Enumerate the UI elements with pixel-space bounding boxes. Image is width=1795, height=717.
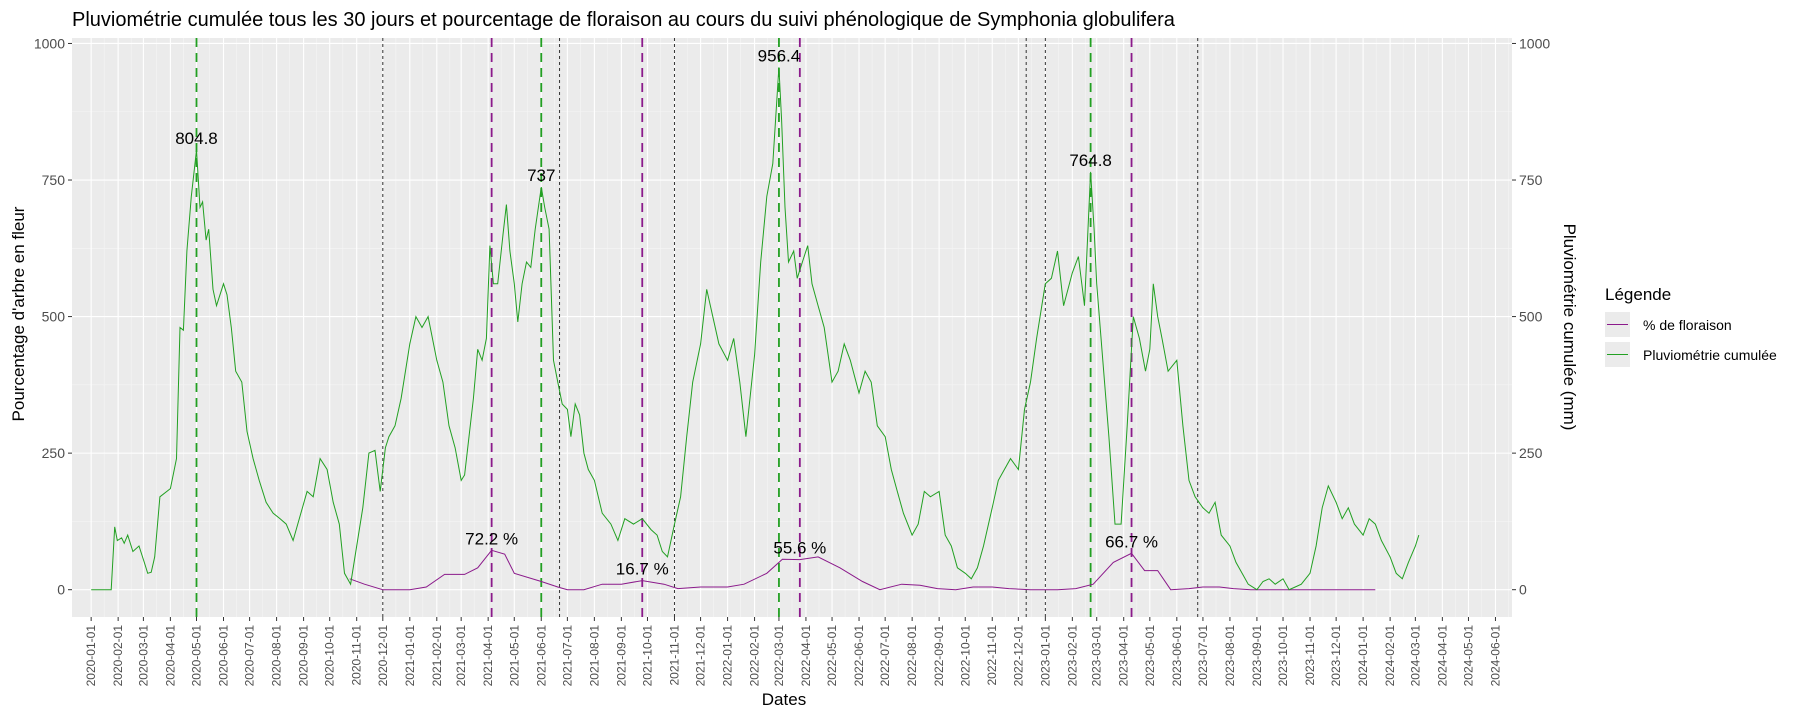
annotations: 804.8 737 956.4 764.8 72.2 % 16.7 % 55.6 % 66.7… bbox=[175, 46, 1158, 578]
y-tick-label-left: 0 bbox=[57, 582, 65, 598]
y-tick-label-right: 250 bbox=[1519, 445, 1543, 461]
y-axis-left: 0 250 500 750 1000 bbox=[34, 35, 72, 598]
x-tick-label: 2020-03-01 bbox=[136, 625, 150, 687]
x-tick-label: 2024-04-01 bbox=[1435, 625, 1449, 687]
x-tick-label: 2024-06-01 bbox=[1489, 625, 1503, 687]
x-tick-label: 2022-09-01 bbox=[932, 625, 946, 687]
y-tick-label-left: 250 bbox=[42, 445, 66, 461]
annotation-label: 804.8 bbox=[175, 129, 218, 148]
x-tick-label: 2023-08-01 bbox=[1223, 625, 1237, 687]
y-tick-label-left: 1000 bbox=[34, 35, 65, 51]
x-axis-title: Dates bbox=[762, 690, 806, 709]
y-axis-left-title: Pourcentage d'arbre en fleur bbox=[9, 206, 28, 421]
annotation-label: 72.2 % bbox=[465, 529, 518, 548]
x-tick-label: 2021-06-01 bbox=[534, 625, 548, 687]
annotation-label: 956.4 bbox=[758, 46, 801, 65]
x-tick-label: 2020-07-01 bbox=[243, 625, 257, 687]
legend-label-floraison: % de floraison bbox=[1643, 317, 1732, 333]
x-tick-label: 2021-05-01 bbox=[507, 625, 521, 687]
annotation-label: 764.8 bbox=[1069, 151, 1112, 170]
x-tick-label: 2023-03-01 bbox=[1090, 625, 1104, 687]
x-tick-label: 2024-02-01 bbox=[1383, 625, 1397, 687]
annotation-label: 55.6 % bbox=[773, 538, 826, 557]
legend-title: Légende bbox=[1605, 285, 1671, 304]
x-tick-label: 2023-11-01 bbox=[1303, 625, 1317, 686]
x-tick-label: 2022-08-01 bbox=[905, 625, 919, 687]
x-tick-label: 2020-04-01 bbox=[163, 625, 177, 687]
y-tick-label-right: 750 bbox=[1519, 172, 1543, 188]
x-tick-label: 2023-12-01 bbox=[1329, 625, 1343, 687]
x-tick-label: 2022-10-01 bbox=[958, 625, 972, 687]
x-tick-label: 2020-06-01 bbox=[217, 625, 231, 687]
x-tick-label: 2021-02-01 bbox=[430, 625, 444, 687]
x-tick-label: 2022-12-01 bbox=[1011, 625, 1025, 687]
x-tick-label: 2020-11-01 bbox=[350, 625, 364, 686]
annotation-label: 66.7 % bbox=[1105, 532, 1158, 551]
x-tick-label: 2022-11-01 bbox=[985, 625, 999, 686]
x-tick-label: 2022-03-01 bbox=[772, 625, 786, 687]
annotation-label: 16.7 % bbox=[616, 560, 669, 579]
x-tick-label: 2021-07-01 bbox=[560, 625, 574, 687]
x-tick-label: 2020-05-01 bbox=[190, 625, 204, 687]
chart-title: Pluviométrie cumulée tous les 30 jours e… bbox=[72, 9, 1176, 31]
x-tick-label: 2021-12-01 bbox=[694, 625, 708, 687]
annotation-label: 737 bbox=[527, 166, 555, 185]
x-tick-label: 2021-09-01 bbox=[614, 625, 628, 687]
x-tick-label: 2020-12-01 bbox=[376, 625, 390, 687]
x-tick-label: 2021-01-01 bbox=[403, 625, 417, 687]
x-tick-label: 2024-01-01 bbox=[1356, 625, 1370, 687]
x-tick-label: 2023-02-01 bbox=[1065, 625, 1079, 687]
x-tick-label: 2023-01-01 bbox=[1038, 625, 1052, 687]
legend-label-pluviometrie: Pluviométrie cumulée bbox=[1643, 347, 1777, 363]
y-tick-label-left: 500 bbox=[42, 309, 66, 325]
x-tick-label: 2021-10-01 bbox=[641, 625, 655, 687]
legend: Légende % de floraison Pluviométrie cumu… bbox=[1605, 285, 1777, 367]
x-tick-label: 2023-09-01 bbox=[1250, 625, 1264, 687]
x-tick-label: 2024-05-01 bbox=[1462, 625, 1476, 687]
x-tick-label: 2021-11-01 bbox=[668, 625, 682, 686]
series-lines bbox=[91, 67, 1420, 591]
x-tick-label: 2021-03-01 bbox=[454, 625, 468, 687]
x-axis: 2020-01-01 2020-02-01 2020-03-01 2020-04-01… bbox=[84, 617, 1503, 687]
y-axis-right: 0 250 500 750 1000 bbox=[1512, 35, 1550, 598]
x-tick-label: 2022-07-01 bbox=[878, 625, 892, 687]
x-tick-label: 2024-03-01 bbox=[1408, 625, 1422, 687]
series-floraison bbox=[349, 549, 1376, 591]
x-tick-label: 2023-05-01 bbox=[1143, 625, 1157, 687]
x-tick-label: 2022-04-01 bbox=[799, 625, 813, 687]
y-tick-label-left: 750 bbox=[42, 172, 66, 188]
x-tick-label: 2022-05-01 bbox=[825, 625, 839, 687]
x-tick-label: 2023-10-01 bbox=[1276, 625, 1290, 687]
x-tick-label: 2021-04-01 bbox=[481, 625, 495, 687]
y-axis-right-title: Pluviométrie cumulée (mm) bbox=[1560, 224, 1579, 431]
x-tick-label: 2022-02-01 bbox=[748, 625, 762, 687]
x-tick-label: 2021-08-01 bbox=[587, 625, 601, 687]
y-tick-label-right: 500 bbox=[1519, 309, 1543, 325]
x-tick-label: 2020-10-01 bbox=[323, 625, 337, 687]
series-pluviometrie bbox=[91, 67, 1420, 591]
reference-lines bbox=[195, 38, 1199, 617]
x-tick-label: 2023-07-01 bbox=[1196, 625, 1210, 687]
x-tick-label: 2023-06-01 bbox=[1170, 625, 1184, 687]
x-tick-label: 2023-04-01 bbox=[1117, 625, 1131, 687]
x-tick-label: 2020-01-01 bbox=[84, 625, 98, 687]
x-tick-label: 2022-01-01 bbox=[721, 625, 735, 687]
x-tick-label: 2020-09-01 bbox=[297, 625, 311, 687]
y-tick-label-right: 0 bbox=[1519, 582, 1527, 598]
x-tick-label: 2020-02-01 bbox=[111, 625, 125, 687]
x-tick-label: 2022-06-01 bbox=[852, 625, 866, 687]
y-tick-label-right: 1000 bbox=[1519, 35, 1550, 51]
x-tick-label: 2020-08-01 bbox=[270, 625, 284, 687]
